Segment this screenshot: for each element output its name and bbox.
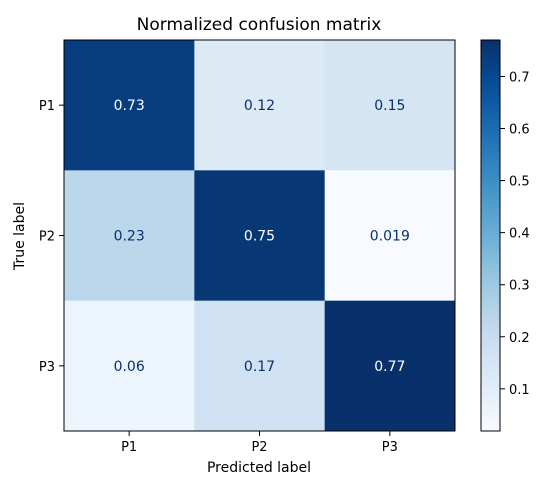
cell-value-r2-c2: 0.75: [244, 229, 275, 245]
x-tick-label-1: P1: [121, 440, 137, 455]
colorbar-tick-label-6: 0.6: [509, 123, 530, 138]
cell-r3-c1: [64, 300, 195, 432]
colorbar-tick-label-2: 0.2: [509, 331, 530, 346]
cell-value-r2-c3: 0.019: [370, 229, 410, 245]
colorbar-ticks: 0.1 0.2 0.3 0.4 0.5 0.6 0.7: [500, 70, 530, 398]
axis-ticks: P1 P2 P3 P1 P2 P3: [39, 99, 398, 455]
cell-value-r1-c1: 0.73: [114, 98, 145, 114]
cell-r1-c1: [64, 40, 195, 171]
colorbar-tick-label-5: 0.5: [509, 175, 530, 190]
colorbar-tick-label-3: 0.3: [509, 279, 530, 294]
x-axis-label: Predicted label: [207, 460, 311, 476]
colorbar-tick-label-7: 0.7: [509, 70, 530, 85]
cell-value-r1-c2: 0.12: [244, 98, 275, 114]
y-tick-label-2: P2: [39, 230, 55, 245]
x-tick-label-2: P2: [251, 440, 267, 455]
cell-r2-c2: [194, 170, 326, 302]
y-axis-label: True label: [12, 202, 28, 271]
colorbar-tick-label-4: 0.4: [509, 227, 530, 242]
cell-r1-c3: [324, 40, 456, 171]
chart-title: Normalized confusion matrix: [137, 15, 382, 35]
cell-value-r3-c3: 0.77: [374, 359, 405, 375]
cell-r3-c2: [194, 300, 326, 432]
cell-value-r3-c2: 0.17: [244, 359, 275, 375]
cell-value-r3-c1: 0.06: [114, 359, 145, 375]
cell-value-r2-c1: 0.23: [114, 229, 145, 245]
y-tick-label-3: P3: [39, 360, 55, 375]
cell-r2-c3: [324, 170, 456, 302]
cell-value-r1-c3: 0.15: [374, 98, 405, 114]
colorbar-tick-label-1: 0.1: [509, 383, 530, 398]
heatmap-cells: 0.73 0.12 0.15 0.23 0.75 0.019 0.06 0.17 0.77: [64, 40, 456, 432]
cell-r1-c2: [194, 40, 326, 171]
cell-r2-c1: [64, 170, 195, 302]
colorbar: [480, 39, 501, 432]
x-tick-label-3: P3: [382, 440, 398, 455]
cell-r3-c3: [324, 300, 456, 432]
y-tick-label-1: P1: [39, 99, 55, 114]
